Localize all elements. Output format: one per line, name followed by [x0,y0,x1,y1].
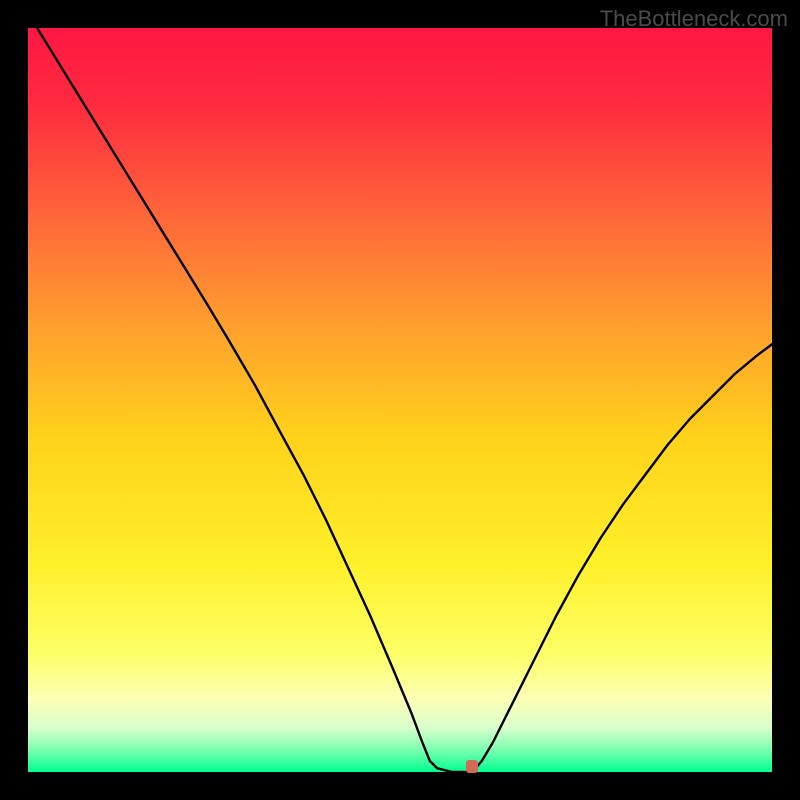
bottleneck-chart [28,28,772,772]
canvas-root: TheBottleneck.com [0,0,800,800]
source-watermark: TheBottleneck.com [600,6,788,32]
chart-svg [28,28,772,772]
current-value-marker [466,760,478,773]
gradient-background [28,28,772,772]
